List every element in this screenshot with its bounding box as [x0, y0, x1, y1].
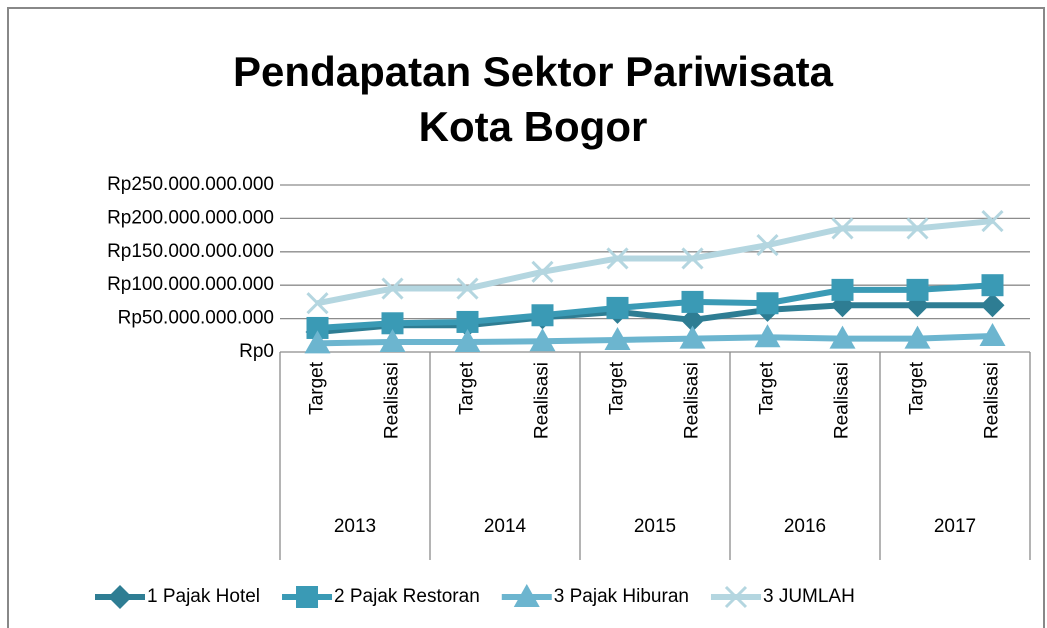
y-tick-label: Rp0 — [239, 341, 274, 362]
x-group-label: 2017 — [934, 516, 976, 537]
series-marker — [456, 277, 479, 300]
series-marker — [904, 325, 931, 349]
series-marker — [606, 296, 629, 319]
series-marker — [381, 277, 404, 300]
series-line — [317, 332, 993, 347]
series-marker — [681, 247, 704, 270]
series-marker — [304, 330, 331, 354]
chart-title: Pendapatan Sektor Pariwisata — [233, 48, 834, 95]
legend-marker — [724, 585, 748, 609]
series-marker — [980, 293, 1005, 318]
legend-marker — [296, 586, 319, 608]
series-marker — [379, 328, 406, 352]
series-marker — [456, 310, 479, 333]
series-marker — [381, 312, 404, 335]
series-marker — [529, 328, 556, 352]
x-tick-label: Realisasi — [832, 362, 853, 439]
series-marker — [606, 247, 629, 270]
series-marker — [680, 307, 705, 332]
x-tick-label: Target — [607, 361, 628, 415]
series-marker — [756, 234, 779, 257]
series-line — [317, 282, 993, 331]
series-marker — [981, 210, 1004, 233]
legend-marker — [108, 585, 132, 609]
series-line — [316, 218, 993, 307]
x-group-label: 2013 — [334, 516, 376, 537]
y-tick-label: Rp50.000.000.000 — [118, 308, 274, 329]
legend-label: 1 Pajak Hotel — [147, 586, 260, 607]
legend-label: 3 JUMLAH — [763, 586, 855, 607]
series-marker — [531, 260, 554, 283]
x-group-label: 2015 — [634, 516, 676, 537]
x-tick-label: Target — [307, 361, 328, 415]
x-tick-label: Target — [907, 361, 928, 415]
y-tick-label: Rp250.000.000.000 — [107, 174, 274, 195]
series-marker — [979, 322, 1006, 346]
series-marker — [756, 292, 779, 315]
series-marker — [831, 278, 854, 301]
x-group-label: 2016 — [784, 516, 826, 537]
legend-marker — [513, 584, 540, 607]
series-marker — [454, 328, 481, 352]
legend-label: 2 Pajak Restoran — [334, 586, 480, 607]
x-tick-label: Target — [757, 361, 778, 415]
series-marker — [829, 325, 856, 349]
x-tick-label: Realisasi — [532, 362, 553, 439]
series-marker — [679, 325, 706, 349]
y-tick-label: Rp100.000.000.000 — [107, 274, 274, 295]
series-marker — [981, 274, 1004, 297]
y-tick-label: Rp200.000.000.000 — [107, 207, 274, 228]
series-marker — [306, 292, 329, 315]
series-marker — [681, 290, 704, 313]
series-marker — [906, 217, 929, 240]
y-tick-label: Rp150.000.000.000 — [107, 241, 274, 262]
x-tick-label: Realisasi — [982, 362, 1003, 439]
series-marker — [531, 304, 554, 327]
x-tick-label: Realisasi — [382, 362, 403, 439]
series-marker — [754, 324, 781, 348]
series-marker — [831, 217, 854, 240]
x-group-label: 2014 — [484, 516, 527, 537]
x-tick-label: Realisasi — [682, 362, 703, 439]
series-marker — [906, 278, 929, 301]
series-marker — [306, 316, 329, 339]
chart-title: Kota Bogor — [419, 103, 648, 150]
legend-label: 3 Pajak Hiburan — [554, 586, 689, 607]
x-tick-label: Target — [457, 361, 478, 415]
series-marker — [604, 326, 631, 350]
